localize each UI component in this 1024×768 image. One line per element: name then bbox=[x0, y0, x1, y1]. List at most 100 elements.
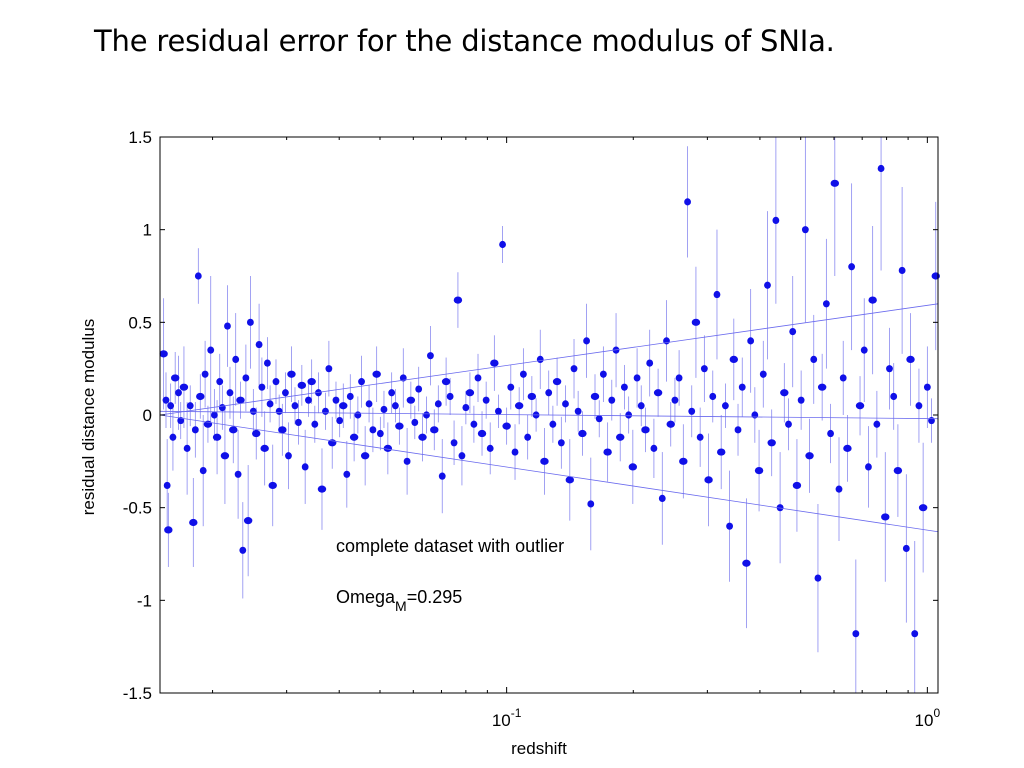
data-point bbox=[282, 389, 289, 397]
data-point bbox=[696, 433, 704, 441]
data-point bbox=[599, 370, 607, 378]
data-point bbox=[189, 518, 198, 527]
data-point bbox=[893, 467, 903, 475]
data-point bbox=[658, 494, 666, 502]
data-point bbox=[646, 359, 654, 367]
data-point bbox=[915, 402, 923, 410]
data-point bbox=[423, 411, 430, 419]
data-point bbox=[272, 378, 280, 386]
data-point bbox=[663, 337, 670, 345]
data-point bbox=[650, 444, 658, 452]
data-point bbox=[603, 448, 612, 456]
data-point bbox=[465, 389, 475, 397]
data-point bbox=[438, 472, 446, 480]
data-point bbox=[403, 457, 411, 465]
data-point bbox=[291, 402, 299, 410]
y-tick-label: 0 bbox=[143, 406, 152, 425]
data-point bbox=[666, 420, 675, 428]
data-point bbox=[557, 439, 565, 447]
data-point bbox=[931, 272, 940, 280]
data-point bbox=[843, 444, 852, 452]
data-point bbox=[898, 266, 906, 275]
data-point bbox=[805, 452, 814, 460]
data-point bbox=[285, 452, 292, 460]
data-point bbox=[376, 429, 384, 438]
data-point bbox=[684, 198, 691, 206]
data-point bbox=[734, 426, 742, 434]
data-point bbox=[260, 444, 269, 452]
data-point bbox=[258, 383, 266, 391]
data-point bbox=[641, 426, 650, 434]
data-point bbox=[653, 389, 663, 397]
y-tick-label: -1.5 bbox=[123, 684, 152, 703]
data-point bbox=[490, 359, 499, 367]
data-point bbox=[499, 240, 506, 249]
data-point bbox=[462, 403, 470, 412]
data-point bbox=[196, 392, 205, 401]
data-point bbox=[369, 426, 377, 434]
data-point bbox=[175, 389, 182, 397]
data-point bbox=[785, 420, 792, 428]
data-points-layer bbox=[159, 164, 940, 638]
data-point bbox=[527, 392, 537, 401]
data-point bbox=[865, 463, 872, 471]
data-point bbox=[236, 396, 245, 404]
data-point bbox=[759, 370, 767, 378]
data-point bbox=[307, 378, 316, 386]
data-point bbox=[336, 416, 344, 425]
data-point bbox=[519, 370, 527, 378]
data-point bbox=[415, 385, 423, 393]
data-point bbox=[183, 444, 191, 452]
data-point bbox=[679, 457, 688, 465]
x-tick-label: 100 bbox=[915, 706, 941, 730]
data-point bbox=[767, 439, 776, 447]
data-point bbox=[391, 402, 399, 410]
data-point bbox=[628, 463, 638, 471]
data-point bbox=[201, 370, 209, 378]
data-point bbox=[852, 630, 860, 638]
data-point bbox=[164, 526, 173, 534]
data-point bbox=[918, 504, 928, 512]
y-tick-label: -1 bbox=[137, 591, 152, 610]
data-point bbox=[827, 429, 834, 438]
data-point bbox=[418, 433, 427, 441]
data-point bbox=[216, 378, 224, 386]
data-point bbox=[446, 392, 454, 401]
data-point bbox=[332, 396, 340, 404]
x-axis-label: redshift bbox=[511, 739, 567, 758]
data-point bbox=[474, 374, 482, 382]
data-point bbox=[524, 433, 532, 441]
data-point bbox=[780, 389, 789, 397]
data-point bbox=[470, 420, 478, 428]
data-point bbox=[315, 389, 322, 397]
data-point bbox=[700, 365, 708, 373]
data-point bbox=[349, 433, 359, 441]
data-point bbox=[890, 392, 898, 401]
data-point bbox=[186, 402, 194, 410]
data-point bbox=[372, 370, 381, 378]
data-point bbox=[772, 216, 780, 224]
x-tick-label: 10-1 bbox=[492, 706, 522, 730]
data-point bbox=[179, 383, 189, 391]
data-point bbox=[688, 407, 696, 415]
data-point bbox=[450, 439, 458, 447]
data-point bbox=[477, 429, 487, 438]
data-point bbox=[754, 467, 764, 475]
data-point bbox=[242, 374, 250, 382]
data-point bbox=[339, 402, 348, 410]
data-point bbox=[243, 517, 253, 525]
data-point bbox=[191, 426, 199, 434]
data-point bbox=[162, 396, 170, 404]
data-point bbox=[322, 407, 329, 415]
data-point bbox=[839, 374, 847, 382]
data-point bbox=[249, 407, 257, 415]
data-point bbox=[430, 426, 439, 434]
omega-annotation: OmegaM=0.295 bbox=[336, 587, 462, 614]
data-point bbox=[729, 355, 739, 363]
data-point bbox=[881, 513, 890, 521]
data-point bbox=[380, 405, 388, 414]
data-point bbox=[675, 374, 683, 382]
data-point bbox=[578, 429, 587, 438]
data-point bbox=[691, 318, 701, 326]
data-point bbox=[210, 411, 218, 419]
